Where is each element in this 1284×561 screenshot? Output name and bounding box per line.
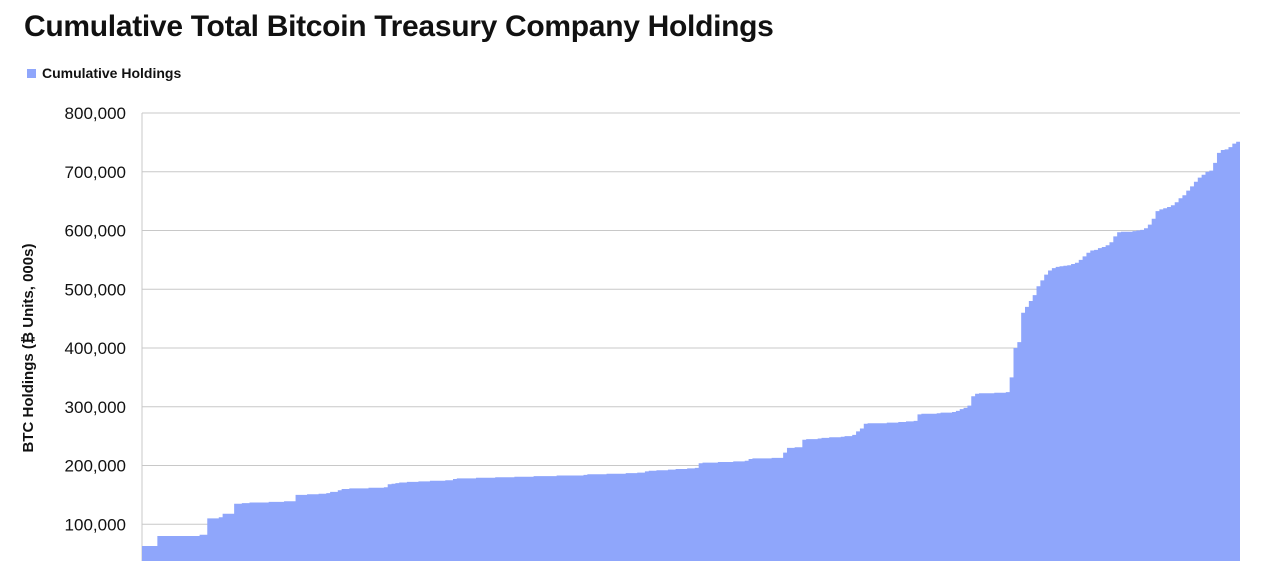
y-tick-label: 100,000 — [65, 515, 126, 534]
y-tick-label: 800,000 — [65, 104, 126, 123]
y-tick-label: 700,000 — [65, 163, 126, 182]
legend-swatch — [27, 68, 36, 78]
y-axis-title: BTC Holdings (₿ Units, 000s) — [20, 244, 37, 453]
legend: Cumulative Holdings — [27, 65, 181, 81]
y-tick-label: 400,000 — [65, 339, 126, 358]
chart-title: Cumulative Total Bitcoin Treasury Compan… — [24, 10, 774, 43]
y-tick-label: 300,000 — [65, 398, 126, 417]
legend-label: Cumulative Holdings — [42, 65, 182, 81]
y-tick-label: 200,000 — [65, 457, 126, 476]
cumulative-holdings-area — [142, 141, 1240, 561]
plot-area — [142, 141, 1240, 561]
y-tick-label: 600,000 — [65, 222, 126, 241]
y-axis: 100,000 200,000 300,000 400,000 500,000 600,0… — [65, 104, 126, 534]
y-tick-label: 500,000 — [65, 280, 126, 299]
